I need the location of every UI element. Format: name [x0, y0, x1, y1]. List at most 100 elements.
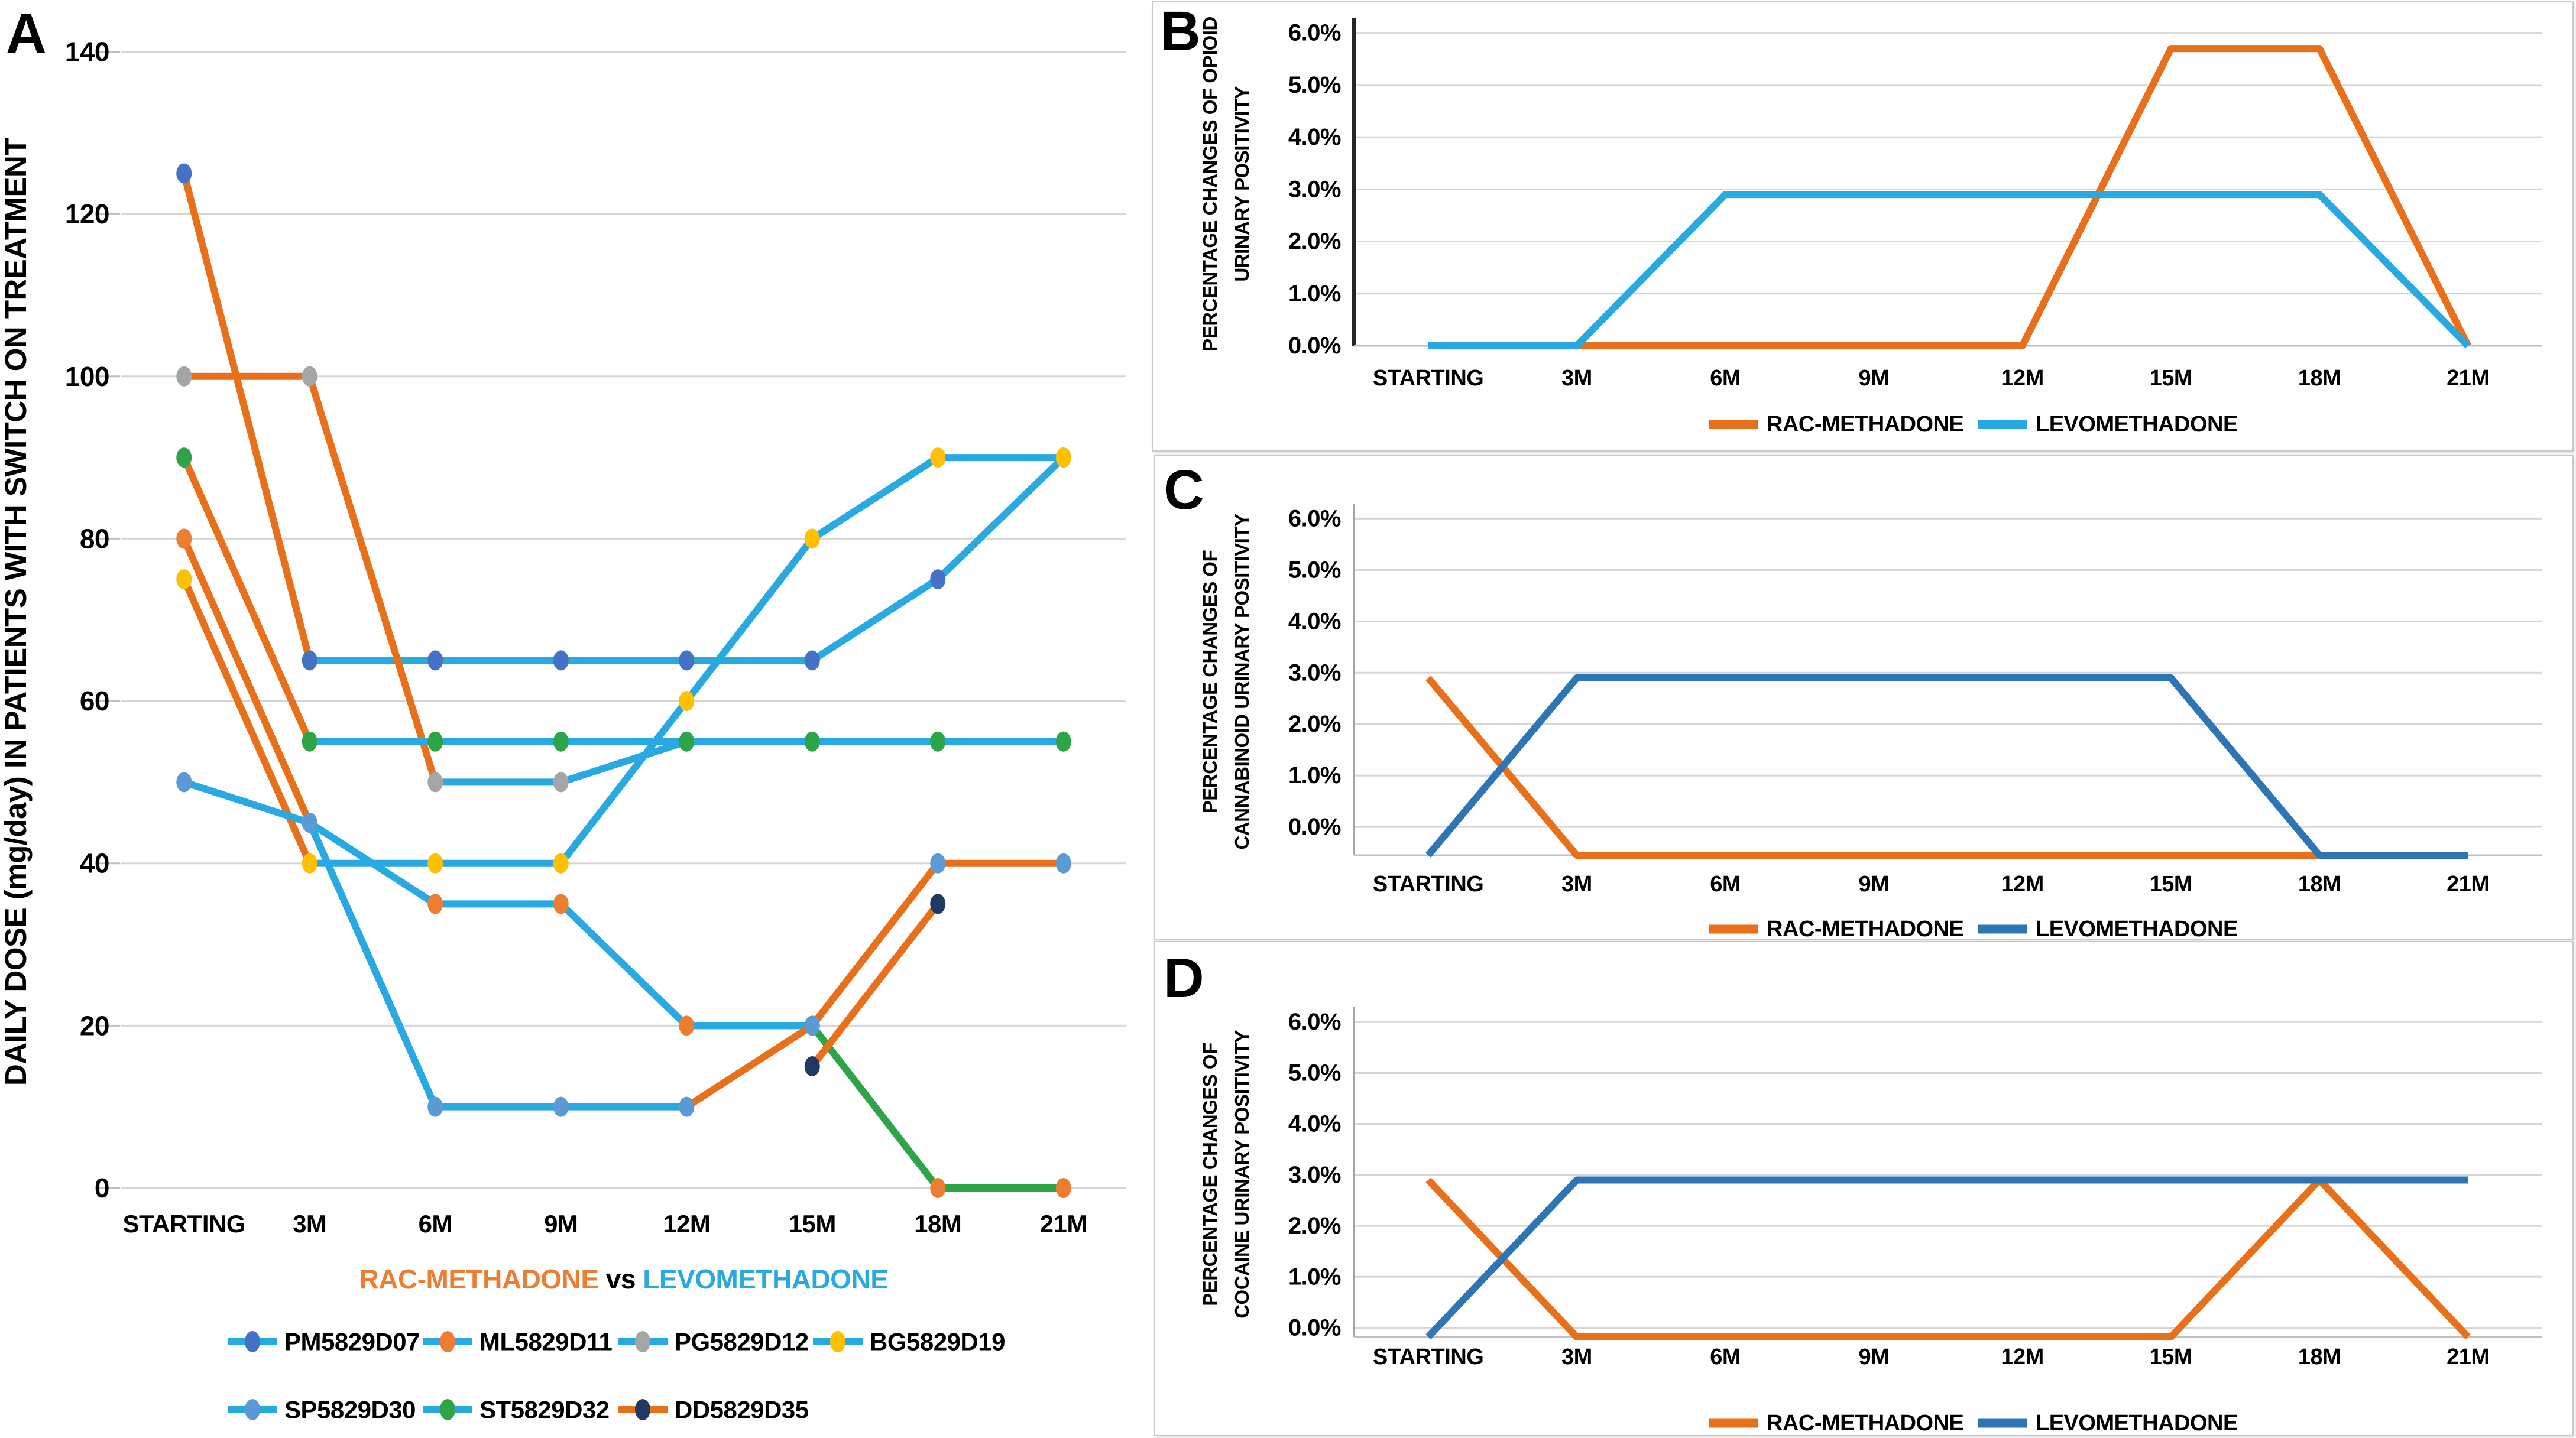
legend-label: RAC-METHADONE: [1767, 917, 1963, 942]
x-tick-label: 6M: [1710, 1345, 1741, 1369]
marker-ML5829D11: [176, 528, 192, 549]
marker-SP5829D30: [176, 772, 192, 793]
y-axis-title-line1: PERCENTAGE CHANGES OF OPIOID: [1199, 17, 1221, 352]
x-tick-label: 6M: [1710, 366, 1741, 391]
legend-item-RAC-METHADONE: RAC-METHADONE: [1709, 917, 1964, 942]
marker-BG5829D19: [427, 853, 443, 874]
x-tick-label: 15M: [789, 1210, 836, 1238]
y-axis-title: DAILY DOSE (mg/day) IN PATIENTS WITH SWI…: [0, 138, 33, 1086]
x-tick-label: STARTING: [122, 1210, 245, 1238]
y-tick-label: 1.0%: [1288, 1264, 1341, 1290]
y-axis-title-line2: URINARY POSITIVITY: [1231, 86, 1253, 282]
y-tick-label: 5.0%: [1288, 1060, 1341, 1086]
x-tick-label: 21M: [2447, 1345, 2489, 1369]
legend-item-PG5829D12: PG5829D12: [618, 1328, 809, 1356]
y-tick-label: 60: [80, 686, 109, 716]
legend-label: RAC-METHADONE: [1767, 412, 1963, 437]
legend-label: ML5829D11: [479, 1328, 612, 1356]
x-tick-label: 3M: [1561, 872, 1592, 897]
chart-C: 6.0% 5.0% 4.0% 3.0% 2.0% 1.0% 0.0% STARTING 3M 6M…: [1199, 504, 2542, 942]
x-tick-label: 18M: [2298, 1345, 2341, 1369]
legend-item-RAC-METHADONE: RAC-METHADONE: [1709, 412, 1964, 437]
marker-PM5829D07: [427, 650, 443, 671]
y-tick-label: 100: [65, 361, 109, 392]
marker-ST5829D32: [302, 731, 317, 752]
marker-SP5829D30: [1055, 853, 1071, 874]
legend-label: RAC-METHADONE: [1767, 1411, 1963, 1436]
legend-item-ML5829D11: ML5829D11: [423, 1328, 613, 1356]
legend-label: LEVOMETHADONE: [2036, 412, 2238, 437]
legend-item-LEVOMETHADONE: LEVOMETHADONE: [1978, 1411, 2238, 1436]
marker-ML5829D11: [427, 894, 443, 914]
y-tick-label: 3.0%: [1288, 660, 1341, 686]
legend-label: ST5829D32: [479, 1396, 610, 1424]
x-tick-label: 3M: [293, 1210, 326, 1238]
y-tick-label: 0.0%: [1288, 333, 1341, 359]
x-tick-label: 12M: [2001, 366, 2043, 391]
x-tick-label: 3M: [1561, 1345, 1592, 1369]
y-tick-label: 4.0%: [1288, 124, 1341, 150]
y-tick-label: 5.0%: [1288, 557, 1341, 583]
legend-item-LEVOMETHADONE: LEVOMETHADONE: [1978, 412, 2238, 437]
y-tick-label: 1.0%: [1288, 762, 1341, 788]
marker-ST5829D32: [930, 731, 946, 752]
marker-ML5829D11: [553, 894, 569, 914]
y-tick-label: 80: [80, 523, 109, 554]
marker-PM5829D07: [176, 163, 192, 184]
legend-item-SP5829D30: SP5829D30: [228, 1396, 416, 1424]
legend-label: PM5829D07: [284, 1328, 420, 1356]
marker-ST5829D32: [1055, 731, 1071, 752]
marker-BG5829D19: [930, 447, 946, 468]
chart-B: 6.0% 5.0% 4.0% 3.0% 2.0% 1.0% 0.0% STARTING 3M 6M…: [1199, 17, 2542, 437]
marker-BG5829D19: [302, 853, 317, 874]
y-tick-label: 6.0%: [1288, 505, 1341, 531]
marker-SP5829D30: [930, 853, 946, 874]
marker-BG5829D19: [804, 528, 820, 549]
y-tick-label: 4.0%: [1288, 608, 1341, 634]
marker-SP5829D30: [553, 1096, 569, 1117]
marker-ML5829D11: [679, 1015, 695, 1036]
marker-PM5829D07: [930, 569, 946, 590]
y-tick-label: 20: [80, 1010, 109, 1041]
x-tick-label: 15M: [2150, 1345, 2192, 1369]
legend-label: BG5829D19: [870, 1328, 1005, 1356]
series-BG5829D19: [180, 454, 1067, 867]
y-tick-label: 0.0%: [1288, 814, 1341, 840]
y-tick-label: 3.0%: [1288, 176, 1341, 202]
marker-ST5829D32: [427, 731, 443, 752]
y-tick-label: 6.0%: [1288, 1009, 1341, 1035]
marker-PG5829D12: [302, 366, 317, 387]
y-tick-label: 6.0%: [1288, 20, 1341, 46]
marker-ST5829D32: [553, 731, 569, 752]
series-ST5829D32: [180, 454, 1067, 745]
marker-PM5829D07: [679, 650, 695, 671]
chart-A: 140 120 100 80 60 40 20 0 STARTING 3M 6M 9M 12M 15M 18…: [0, 36, 1126, 1424]
y-tick-label: 2.0%: [1288, 229, 1341, 255]
y-axis-title-line1: PERCENTAGE CHANGES OF: [1199, 550, 1221, 813]
x-tick-label: 12M: [2001, 1345, 2043, 1369]
x-tick-label: 12M: [663, 1210, 710, 1238]
legend-item-PM5829D07: PM5829D07: [228, 1328, 420, 1356]
y-tick-label: 40: [80, 848, 109, 879]
series-ML5829D11: [180, 535, 1067, 1192]
legend-label: LEVOMETHADONE: [2036, 917, 2238, 942]
y-tick-label: 0.0%: [1288, 1314, 1341, 1340]
marker-DD5829D35: [930, 894, 946, 914]
marker-PM5829D07: [302, 650, 317, 671]
marker-ST5829D32: [176, 447, 192, 468]
marker-SP5829D30: [804, 1015, 820, 1036]
marker-BG5829D19: [679, 691, 695, 712]
legend-label: SP5829D30: [284, 1396, 416, 1424]
marker-ML5829D11: [930, 1178, 946, 1198]
marker-ST5829D32: [804, 731, 820, 752]
x-tick-label: 18M: [2298, 872, 2341, 897]
x-tick-label: 21M: [2447, 366, 2489, 391]
marker-ST5829D32: [679, 731, 695, 752]
panel-label-a: A: [6, 2, 47, 65]
series-PM5829D07: [180, 170, 1067, 664]
legend-item-LEVOMETHADONE: LEVOMETHADONE: [1978, 917, 2238, 942]
x-tick-label: STARTING: [1373, 366, 1483, 391]
y-tick-label: 120: [65, 199, 109, 229]
marker-PM5829D07: [804, 650, 820, 671]
y-tick-label: 2.0%: [1288, 711, 1341, 737]
